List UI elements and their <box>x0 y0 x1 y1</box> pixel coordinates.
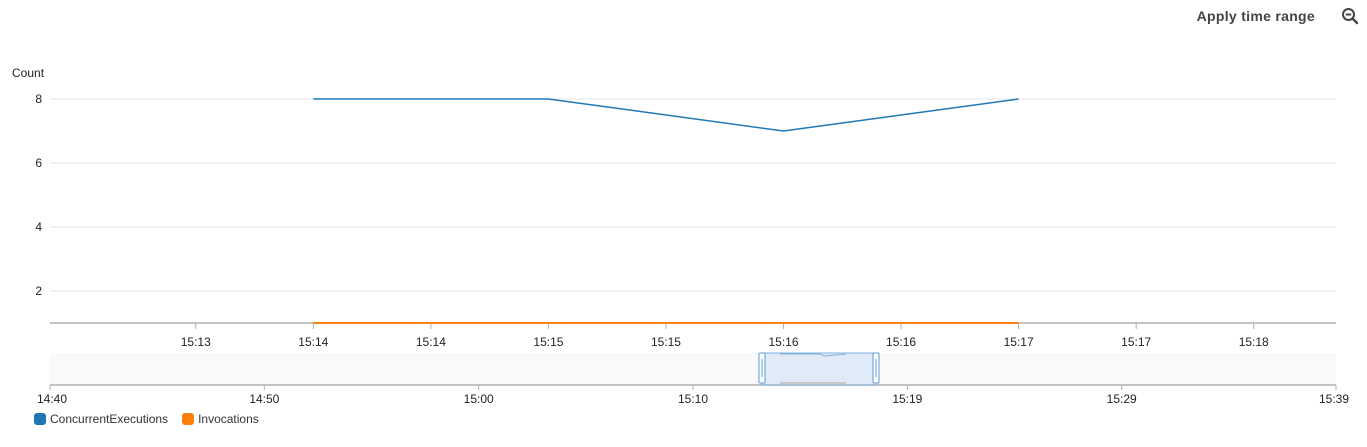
navigator-series-preview <box>780 353 847 357</box>
navigator-scrollbar-thumb[interactable] <box>780 382 846 384</box>
x-ticks: 15:13 15:14 15:14 15:15 15:15 15:16 15:16 15:17… <box>181 323 1269 349</box>
navigator-tick-label: 15:39 <box>1319 392 1349 406</box>
navigator-background <box>50 353 1336 385</box>
navigator-selection[interactable] <box>758 352 880 386</box>
navigator-tick-label: 15:00 <box>464 392 494 406</box>
x-tick-label: 15:18 <box>1239 335 1269 349</box>
apply-time-range-button[interactable]: Apply time range <box>1196 8 1315 24</box>
navigator-tick-label: 15:29 <box>1107 392 1137 406</box>
zoom-out-icon[interactable] <box>1341 7 1359 25</box>
navigator-tick-label: 15:10 <box>678 392 708 406</box>
legend-swatch <box>182 413 195 425</box>
y-tick-label: 8 <box>35 92 42 106</box>
legend: ConcurrentExecutions Invocations <box>34 412 273 426</box>
x-tick-label: 15:16 <box>886 335 916 349</box>
x-tick-label: 15:15 <box>651 335 681 349</box>
y-tick-label: 4 <box>35 220 42 234</box>
navigator-selection-window[interactable] <box>761 352 877 386</box>
x-tick-label: 15:16 <box>768 335 798 349</box>
y-grid <box>50 98 1336 292</box>
navigator-tick-label: 15:19 <box>892 392 922 406</box>
y-tick-label: 6 <box>35 156 42 170</box>
series-line-concurrent-executions <box>313 98 1019 132</box>
x-tick-label: 15:13 <box>181 335 211 349</box>
legend-item-invocations[interactable]: Invocations <box>182 412 259 426</box>
navigator-tick-label: 14:50 <box>249 392 279 406</box>
time-range-navigator[interactable]: 14:40 14:50 15:00 15:10 15:19 15:29 15:39 <box>37 352 1349 406</box>
navigator-tick-label: 14:40 <box>37 392 67 406</box>
legend-swatch <box>34 413 46 425</box>
x-tick-label: 15:14 <box>298 335 328 349</box>
navigator-ticks: 14:40 14:50 15:00 15:10 15:19 15:29 15:39 <box>37 385 1349 406</box>
legend-label: Invocations <box>198 412 259 426</box>
x-tick-label: 15:15 <box>533 335 563 349</box>
y-tick-label: 2 <box>35 284 42 298</box>
y-axis-label: Count <box>12 66 45 80</box>
y-ticks: 2 4 6 8 <box>35 92 42 298</box>
x-tick-label: 15:14 <box>416 335 446 349</box>
chart-toolbar: Apply time range <box>1197 6 1359 26</box>
legend-item-concurrent-executions[interactable]: ConcurrentExecutions <box>34 412 168 426</box>
x-tick-label: 15:17 <box>1121 335 1151 349</box>
series-lines <box>313 98 1019 324</box>
x-tick-label: 15:17 <box>1004 335 1034 349</box>
legend-label: ConcurrentExecutions <box>50 412 169 426</box>
